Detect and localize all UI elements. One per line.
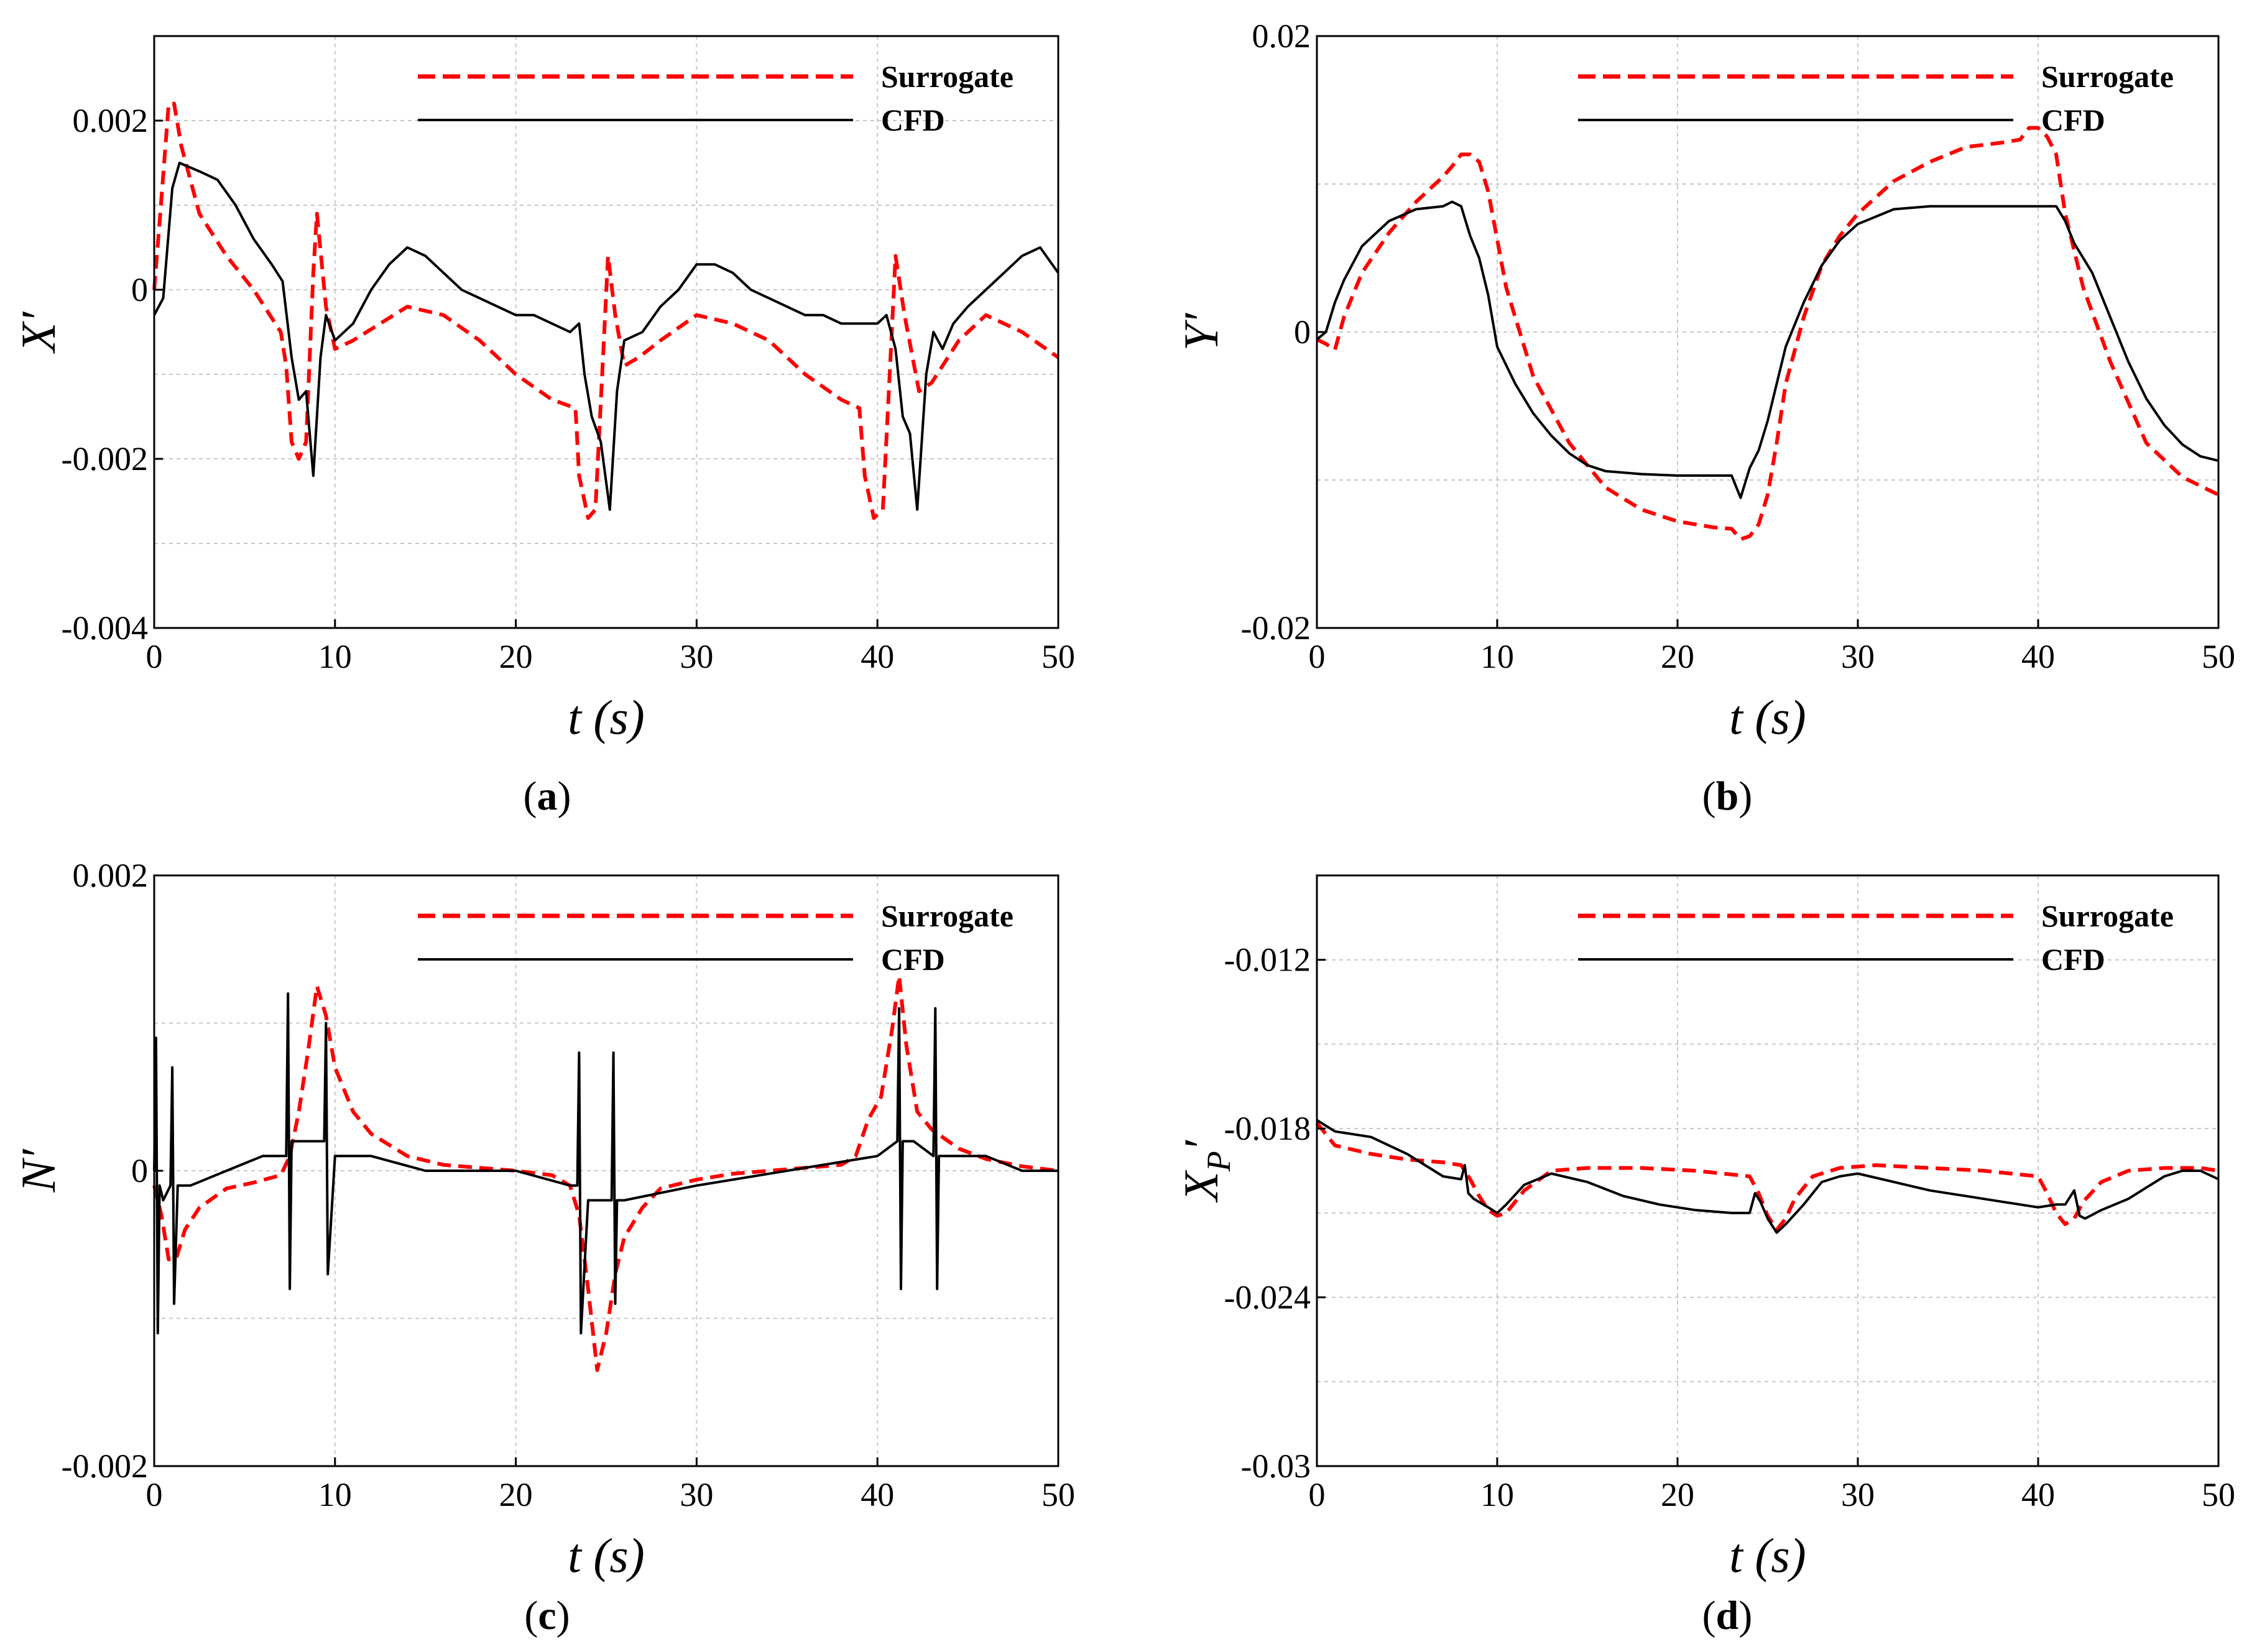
x-tick-label: 40	[2021, 638, 2055, 675]
y-tick-label: -0.03	[1241, 1447, 1311, 1485]
panel-label-c: (c)	[524, 1593, 570, 1638]
x-tick-label: 20	[1661, 1476, 1694, 1513]
x-tick-label: 30	[680, 638, 713, 675]
legend-label-surrogate: Surrogate	[881, 898, 1013, 933]
series-line-surrogate-b	[1316, 126, 2220, 542]
series-line-surrogate-a	[152, 101, 1059, 520]
series-line-cfd-b	[1316, 200, 2219, 499]
y-tick-label: 0	[131, 271, 148, 308]
x-tick-label: 10	[318, 638, 352, 675]
plot-frame-a	[153, 35, 1059, 629]
legend-label-surrogate: Surrogate	[2041, 59, 2174, 94]
y-tick-label: 0.02	[1252, 17, 1311, 55]
y-tick-label: -0.02	[1241, 609, 1311, 647]
x-tick-label: 0	[1309, 638, 1326, 675]
series-line-cfd-a	[153, 162, 1059, 511]
x-tick-label: 50	[1041, 1476, 1075, 1513]
x-tick-label: 20	[499, 1476, 533, 1513]
x-tick-label: 40	[861, 638, 894, 675]
y-tick-label: 0.002	[73, 857, 149, 894]
legend-label-surrogate: Surrogate	[881, 59, 1013, 94]
y-tick-label: -0.004	[62, 609, 148, 647]
x-tick-label: 0	[146, 1476, 163, 1513]
y-tick-label: -0.002	[62, 1447, 148, 1485]
y-axis-label: N′	[11, 1148, 65, 1193]
x-tick-label: 20	[1661, 638, 1694, 675]
series-line-cfd-d	[1316, 1119, 2219, 1234]
x-tick-label: 40	[861, 1476, 894, 1513]
x-tick-label: 30	[1841, 638, 1875, 675]
x-tick-label: 30	[1841, 1476, 1875, 1513]
x-axis-label: t (s)	[568, 1528, 644, 1582]
y-tick-label: -0.024	[1224, 1279, 1311, 1316]
x-tick-label: 10	[1480, 1476, 1514, 1513]
x-tick-label: 10	[1480, 638, 1514, 675]
legend-label-cfd: CFD	[2041, 103, 2105, 137]
series-line-cfd-c	[153, 992, 1058, 1335]
y-tick-label: -0.018	[1224, 1110, 1311, 1147]
chart-panel-a: 0 10 20 30 40 50 -0.004 -0.002 0 0.002 t (s) X′ Surr…	[11, 35, 1075, 819]
y-axis-label: X′	[11, 311, 65, 354]
x-tick-label: 50	[2202, 638, 2235, 675]
y-tick-label: 0	[131, 1152, 148, 1189]
legend-label-cfd: CFD	[2041, 942, 2105, 977]
y-tick-label: 0.002	[73, 102, 149, 139]
y-tick-label: 0	[1294, 313, 1311, 351]
x-tick-label: 50	[2202, 1476, 2235, 1513]
series-line-surrogate-d	[1315, 1122, 2219, 1232]
y-tick-label: -0.012	[1224, 941, 1311, 979]
series-line-surrogate-c	[152, 974, 1059, 1372]
panel-label-b: (b)	[1702, 773, 1753, 819]
x-tick-label: 50	[1041, 638, 1075, 675]
x-tick-label: 40	[2021, 1476, 2055, 1513]
x-tick-label: 0	[1309, 1476, 1326, 1513]
legend-label-surrogate: Surrogate	[2041, 898, 2174, 933]
chart-panel-d: 0 10 20 30 40 50 -0.03 -0.024 -0.018 -0.012 t (s) X…	[1174, 874, 2235, 1638]
y-axis-label: XP′	[1174, 1139, 1237, 1203]
x-axis-label: t (s)	[1729, 1528, 1806, 1582]
x-tick-label: 10	[318, 1476, 352, 1513]
panel-label-d: (d)	[1702, 1593, 1753, 1638]
x-axis-label: t (s)	[568, 690, 644, 744]
x-tick-label: 30	[680, 1476, 713, 1513]
x-tick-label: 20	[499, 638, 533, 675]
plot-frame-d	[1316, 874, 2220, 1467]
y-tick-label: -0.002	[62, 440, 148, 478]
x-tick-label: 0	[146, 638, 163, 675]
panel-label-a: (a)	[524, 773, 571, 819]
x-axis-label: t (s)	[1729, 690, 1806, 744]
y-axis-label: Y′	[1174, 312, 1228, 351]
legend-label-cfd: CFD	[881, 942, 945, 977]
legend-label-cfd: CFD	[881, 103, 945, 137]
